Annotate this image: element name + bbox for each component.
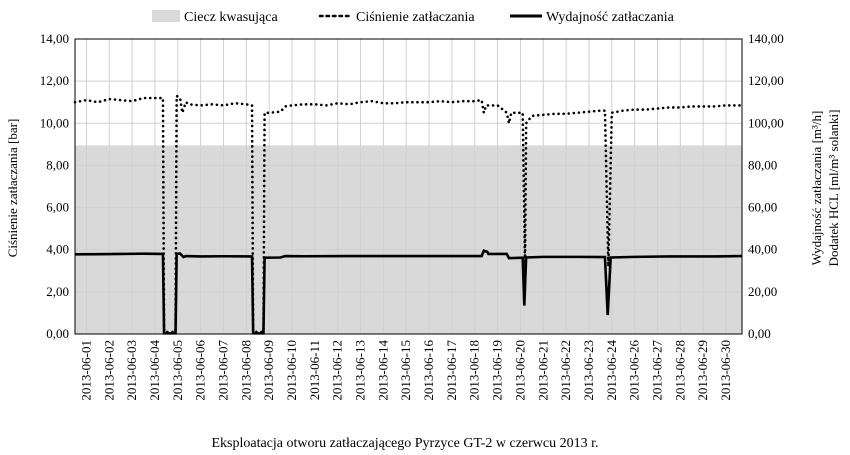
y-axis-right-title-2: Dodatek HCL [ml/m³ solanki] [826,110,841,267]
y-left-tick-label: 12,00 [40,73,69,88]
x-axis-title: Eksploatacja otworu zatłaczającego Pyrzy… [211,436,598,451]
y-right-tick-label: 100,00 [748,115,784,130]
x-tick-label: 2013-06-19 [490,340,505,401]
flow-line [74,249,743,335]
y-axis-right-title-1: Wydajność zatłaczania [m³/h] [809,111,824,266]
x-tick-label: 2013-06-26 [627,340,642,401]
x-tick-label: 2013-06-28 [672,340,687,401]
x-tick-label: 2013-06-14 [375,340,390,401]
y-right-tick-label: 20,00 [748,284,777,299]
y-left-tick-label: 0,00 [46,326,69,341]
x-tick-label: 2013-06-30 [718,340,733,401]
x-tick-label: 2013-06-05 [170,340,185,401]
fluid-area [75,145,742,334]
legend-label-fluid: Ciecz kwasująca [184,10,278,25]
x-tick-label: 2013-06-08 [238,340,253,401]
pressure-line [73,94,744,334]
x-tick-label: 2013-06-20 [512,340,527,401]
x-tick-label: 2013-06-22 [558,340,573,401]
x-tick-label: 2013-06-02 [101,340,116,401]
x-tick-label: 2013-06-03 [124,340,139,401]
x-tick-label: 2013-06-17 [444,340,459,401]
y-axis-left-title: Ciśnienie zatłaczania [bar] [5,119,20,258]
x-tick-label: 2013-06-12 [330,340,345,401]
x-tick-label: 2013-06-18 [467,340,482,401]
y-right-tick-label: 80,00 [748,157,777,172]
x-tick-label: 2013-06-01 [78,340,93,401]
plot-frame [74,38,743,335]
x-tick-label: 2013-06-21 [535,340,550,401]
y-left-tick-label: 6,00 [46,200,69,215]
legend: Ciecz kwasująca Ciśnienie zatłaczania Wy… [152,10,675,25]
x-tick-label: 2013-06-29 [695,340,710,401]
legend-label-flow: Wydajność zatłaczania [546,10,675,25]
x-tick-label: 2013-06-04 [147,340,162,401]
y-left-tick-label: 8,00 [46,157,69,172]
y-right-tick-label: 0,00 [748,326,771,341]
y-right-tick-label: 60,00 [748,200,777,215]
x-tick-label: 2013-06-13 [353,340,368,401]
legend-swatch-fluid [152,10,180,22]
x-tick-label: 2013-06-07 [215,340,230,401]
y-left-tick-label: 10,00 [40,115,69,130]
x-tick-label: 2013-06-27 [649,340,664,401]
x-tick-label: 2013-06-15 [398,340,413,401]
y-left-tick-label: 4,00 [46,242,69,257]
x-tick-label: 2013-06-11 [307,340,322,400]
y-right-tick-label: 140,00 [748,31,784,46]
x-tick-label: 2013-06-24 [604,340,619,401]
y-left-tick-label: 14,00 [40,31,69,46]
x-tick-label: 2013-06-16 [421,340,436,401]
y-right-tick-label: 40,00 [748,242,777,257]
y-left-tick-label: 2,00 [46,284,69,299]
y-right-tick-label: 120,00 [748,73,784,88]
x-tick-label: 2013-06-06 [193,340,208,401]
x-tick-label: 2013-06-09 [261,340,276,401]
x-tick-label: 2013-06-10 [284,340,299,401]
x-tick-label: 2013-06-23 [581,340,596,401]
legend-label-pressure: Ciśnienie zatłaczania [356,10,475,25]
